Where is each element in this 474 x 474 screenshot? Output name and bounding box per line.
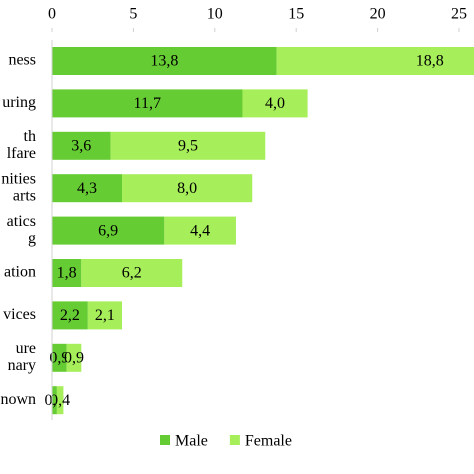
data-label: 11,7 (134, 95, 161, 112)
data-label: 9,5 (178, 137, 198, 154)
y-tick-label: ation (4, 264, 36, 281)
bar-segment (52, 47, 277, 75)
y-tick-label: uring (2, 94, 36, 111)
y-tick-label: nary (8, 357, 36, 374)
x-tick-label: 15 (288, 6, 304, 23)
bar-segment (122, 174, 253, 203)
data-label: 4,4 (190, 222, 210, 239)
bar-segment (164, 216, 236, 245)
data-label: 18,8 (416, 53, 444, 70)
data-label: 3,6 (71, 137, 91, 154)
plot-area: 13,8 18,8 11,7 4,0 3,6 9,5 4,3 8,0 6,9 4,4 1,8 6,2 2… (44, 47, 474, 415)
bar-segment (52, 386, 57, 415)
bar-segment (52, 216, 165, 245)
y-tick-label: nities (1, 170, 36, 187)
x-tick-label: 20 (370, 6, 386, 23)
x-tick-label: 25 (451, 6, 467, 23)
data-label: 6,2 (122, 265, 142, 282)
bar-segment (87, 301, 123, 330)
y-tick-label: ure (16, 340, 36, 357)
bar-segment (52, 89, 243, 118)
bar-segment (242, 89, 308, 118)
y-tick-label: th (24, 128, 36, 145)
y-tick-label: atics (7, 213, 36, 230)
data-label: 13,8 (150, 53, 178, 70)
x-tick-label: 5 (129, 6, 137, 23)
bar-segment (52, 259, 82, 287)
data-label: 2,2 (60, 307, 80, 324)
legend-swatch (229, 435, 240, 445)
data-label: 0,9 (49, 349, 69, 366)
x-tick-label: 0 (48, 6, 56, 23)
data-label: 1,8 (57, 265, 77, 282)
bar-segment (276, 47, 474, 75)
bar-segment (52, 131, 111, 160)
y-tick-label: ness (8, 52, 36, 69)
legend-label: Male (175, 433, 208, 450)
y-tick-label: arts (13, 187, 36, 204)
legend-label: Female (245, 433, 292, 450)
bar-segment (81, 259, 183, 287)
data-label: 4,0 (265, 95, 285, 112)
y-tick-label: vices (3, 306, 36, 323)
y-tick-label: nown (0, 391, 36, 408)
y-tick-label: lfare (7, 145, 36, 162)
legend-swatch (160, 435, 170, 445)
bar-segment (52, 301, 88, 330)
data-label: 6,9 (98, 222, 118, 239)
data-label: 2,1 (95, 307, 115, 324)
data-label: 0,4 (50, 392, 70, 409)
data-label: 4,3 (77, 180, 97, 197)
bar-segment (110, 131, 266, 160)
bar-segment (56, 386, 64, 415)
data-label: 8,0 (177, 180, 197, 197)
y-tick-label: g (28, 230, 36, 247)
bar-segment (52, 174, 123, 203)
bar-segment (66, 343, 82, 372)
bar-segment (52, 343, 67, 372)
data-label: 0,9 (64, 349, 84, 366)
x-tick-label: 10 (207, 6, 223, 23)
